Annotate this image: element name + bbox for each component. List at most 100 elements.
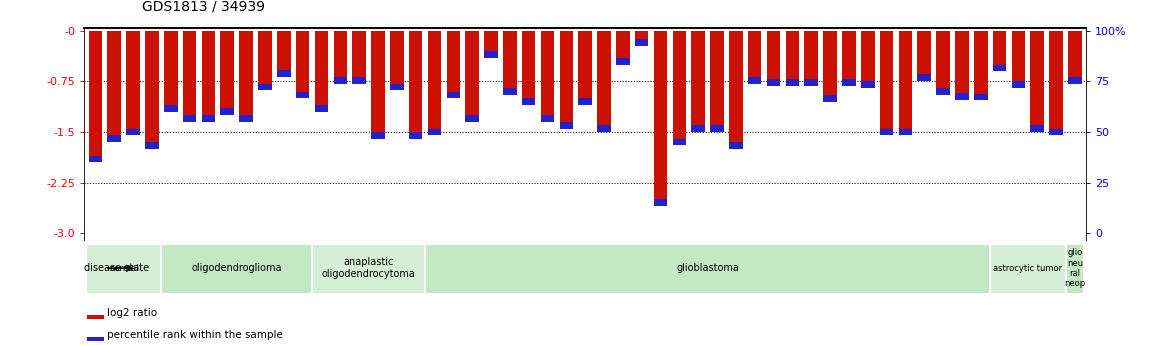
Bar [578, 98, 592, 105]
Bar [559, 31, 573, 129]
Bar [691, 125, 705, 132]
Bar [766, 31, 780, 86]
Bar [126, 129, 140, 135]
Text: log2 ratio: log2 ratio [107, 308, 158, 318]
Bar [1030, 31, 1044, 132]
Bar [353, 31, 366, 83]
Bar [1011, 31, 1026, 88]
Bar [805, 31, 818, 86]
Bar [427, 129, 442, 135]
Bar [673, 139, 686, 146]
FancyBboxPatch shape [86, 244, 161, 294]
Bar [353, 77, 366, 83]
Bar [522, 31, 535, 105]
Bar [334, 77, 347, 83]
Bar [89, 156, 102, 162]
Bar [409, 132, 423, 139]
Bar [880, 31, 894, 135]
Bar [748, 31, 762, 83]
Bar [314, 105, 328, 112]
Bar [371, 31, 384, 139]
Bar [729, 31, 743, 149]
Text: glio
neu
ral
neop: glio neu ral neop [1064, 248, 1085, 288]
Bar [974, 93, 987, 100]
Bar [729, 142, 743, 149]
Bar [371, 132, 384, 139]
Bar [202, 31, 215, 122]
Bar [955, 93, 968, 100]
Bar [126, 31, 140, 135]
Bar [1049, 31, 1063, 135]
Bar [654, 199, 667, 206]
Bar [164, 31, 178, 112]
Bar [597, 125, 611, 132]
Bar [107, 135, 121, 142]
Bar [258, 83, 272, 90]
Bar [1069, 31, 1082, 83]
Bar [89, 31, 102, 162]
Bar [446, 91, 460, 98]
Bar [1030, 125, 1044, 132]
Text: normal: normal [109, 264, 138, 273]
Bar [409, 31, 423, 139]
Bar [974, 31, 987, 100]
Bar [522, 98, 535, 105]
Bar [277, 31, 291, 77]
Bar [296, 91, 310, 98]
FancyBboxPatch shape [990, 244, 1065, 294]
Bar [823, 95, 836, 102]
Bar [465, 115, 479, 122]
Bar [786, 31, 799, 86]
Bar [465, 31, 479, 122]
Bar [635, 39, 648, 46]
Bar [503, 88, 516, 95]
Bar [898, 31, 912, 135]
FancyBboxPatch shape [312, 244, 425, 294]
Bar [937, 88, 950, 95]
Bar [314, 31, 328, 112]
Bar [861, 31, 875, 88]
Bar [880, 129, 894, 135]
Bar [993, 31, 1007, 71]
Bar [183, 115, 196, 122]
Bar [710, 31, 724, 132]
Text: glioblastoma: glioblastoma [676, 263, 739, 273]
Bar [635, 31, 648, 46]
Text: astrocytic tumor: astrocytic tumor [993, 264, 1063, 273]
Bar [390, 83, 404, 90]
Bar [898, 129, 912, 135]
Bar [221, 108, 234, 115]
Bar [691, 31, 705, 132]
Text: anaplastic
oligodendrocytoma: anaplastic oligodendrocytoma [321, 257, 416, 279]
Bar [748, 77, 762, 83]
Bar [164, 105, 178, 112]
Bar [917, 31, 931, 81]
Bar [485, 51, 498, 58]
Bar [861, 81, 875, 88]
FancyBboxPatch shape [425, 244, 990, 294]
Text: percentile rank within the sample: percentile rank within the sample [107, 330, 283, 340]
Bar [277, 70, 291, 77]
Bar [559, 122, 573, 129]
Bar [145, 31, 159, 149]
Bar [202, 115, 215, 122]
Bar [805, 79, 818, 86]
Bar [1011, 81, 1026, 88]
Bar [842, 31, 856, 86]
Bar [597, 31, 611, 132]
Bar [955, 31, 968, 100]
Bar [145, 142, 159, 149]
Bar [616, 31, 630, 65]
FancyBboxPatch shape [1065, 244, 1084, 294]
Bar [842, 79, 856, 86]
Bar [823, 31, 836, 102]
Bar [937, 31, 950, 95]
Bar [239, 31, 253, 122]
Bar [766, 79, 780, 86]
Bar [485, 31, 498, 58]
Bar [917, 74, 931, 81]
Bar [427, 31, 442, 135]
Text: oligodendroglioma: oligodendroglioma [192, 263, 281, 273]
Bar [710, 125, 724, 132]
Bar [1069, 77, 1082, 83]
